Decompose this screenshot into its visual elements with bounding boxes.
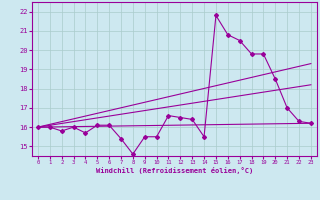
X-axis label: Windchill (Refroidissement éolien,°C): Windchill (Refroidissement éolien,°C)	[96, 167, 253, 174]
